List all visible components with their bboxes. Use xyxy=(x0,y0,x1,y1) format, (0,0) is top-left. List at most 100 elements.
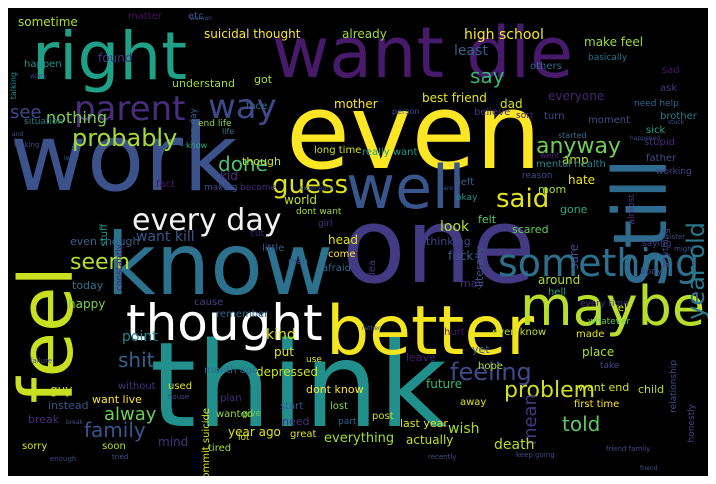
word: got xyxy=(254,73,273,86)
word: talking xyxy=(9,72,18,100)
word: great xyxy=(290,429,317,440)
word: scared xyxy=(512,223,549,236)
word: sister xyxy=(666,233,686,241)
word: girl xyxy=(318,219,333,229)
word: thinking xyxy=(426,235,471,248)
word: instead xyxy=(48,399,89,412)
word: plan xyxy=(220,393,242,404)
word: stupid xyxy=(644,137,675,148)
word: say xyxy=(470,64,505,88)
word: want die xyxy=(272,12,574,94)
word: child xyxy=(638,383,665,396)
word: constantly xyxy=(115,244,125,291)
word: worry xyxy=(30,73,47,80)
word: problem xyxy=(504,378,596,403)
word: used xyxy=(168,381,193,392)
word: long time xyxy=(314,145,362,156)
word: afraid xyxy=(322,263,352,274)
word: etc xyxy=(188,11,204,22)
word: gone xyxy=(560,203,588,216)
word: way xyxy=(208,87,277,127)
word: relationship xyxy=(669,360,679,413)
word: break xyxy=(28,413,60,426)
word: fuck xyxy=(448,249,474,263)
word: fact xyxy=(156,179,176,190)
word: ask xyxy=(660,83,678,94)
word: suicidal thought xyxy=(204,27,301,41)
word: cut xyxy=(250,229,265,239)
word: something xyxy=(498,241,700,285)
word: body xyxy=(640,267,663,277)
word: mind xyxy=(158,435,189,449)
word: least xyxy=(454,43,488,59)
word: done xyxy=(218,152,268,176)
word: stuck xyxy=(668,119,685,126)
word: situation xyxy=(24,117,64,127)
word: and xyxy=(12,131,24,138)
word: tired xyxy=(208,443,232,454)
word: even xyxy=(286,71,542,193)
word: away xyxy=(460,397,487,408)
word: mental health xyxy=(536,159,606,170)
word: said xyxy=(496,184,550,214)
word: cause xyxy=(194,297,224,308)
word: might xyxy=(674,245,695,253)
word: okay xyxy=(456,193,478,203)
word: even know xyxy=(492,327,547,338)
word: left xyxy=(458,177,475,188)
word: place xyxy=(582,345,615,359)
word: first time xyxy=(574,399,620,410)
word: everyone xyxy=(548,89,605,103)
word: probably xyxy=(72,124,178,152)
word: use xyxy=(306,355,322,365)
word: saying xyxy=(642,239,672,249)
word: sometime xyxy=(18,15,78,29)
word: take xyxy=(600,361,620,371)
word: man xyxy=(288,257,308,267)
word: see xyxy=(10,102,42,123)
word: work xyxy=(10,104,238,213)
word: head xyxy=(328,233,358,247)
word: wanted xyxy=(216,409,254,420)
word: hurt xyxy=(444,327,465,338)
word: basically xyxy=(588,53,628,63)
word: making xyxy=(204,183,238,193)
word: want end xyxy=(578,381,630,394)
word: end life xyxy=(198,119,232,129)
word: every time xyxy=(580,299,629,309)
word: started xyxy=(558,131,587,140)
word: month ago xyxy=(204,365,259,376)
word: honestly xyxy=(687,404,697,443)
word: post xyxy=(372,411,394,422)
word: happy xyxy=(68,297,106,311)
word: world xyxy=(284,193,318,207)
word: seem xyxy=(70,250,130,275)
word: dad xyxy=(500,97,523,111)
word: hope xyxy=(478,361,503,372)
word: maybe xyxy=(520,275,706,338)
word: one xyxy=(342,185,536,307)
word: feeling xyxy=(450,358,532,386)
word: think xyxy=(150,316,447,454)
word-cloud: want die even work think know one better… xyxy=(8,8,708,476)
word: commit suicide xyxy=(201,408,212,476)
word: yet xyxy=(472,343,490,356)
word: nothing xyxy=(46,108,108,127)
word: believe xyxy=(474,107,511,118)
word: made xyxy=(576,329,605,340)
word: literally xyxy=(473,246,486,288)
word: leave xyxy=(406,351,436,364)
word: reason xyxy=(522,171,553,181)
word: guess xyxy=(272,170,349,200)
word: may xyxy=(460,277,484,290)
word: need help xyxy=(634,99,679,109)
word: stuff xyxy=(99,224,110,247)
word: found xyxy=(98,51,133,65)
word: remember xyxy=(216,309,269,320)
word: recently xyxy=(428,453,457,461)
word: know xyxy=(106,215,334,315)
word: need xyxy=(282,415,310,428)
word: dont know xyxy=(306,383,364,396)
word: friend xyxy=(640,465,658,472)
word: kind xyxy=(266,327,296,343)
